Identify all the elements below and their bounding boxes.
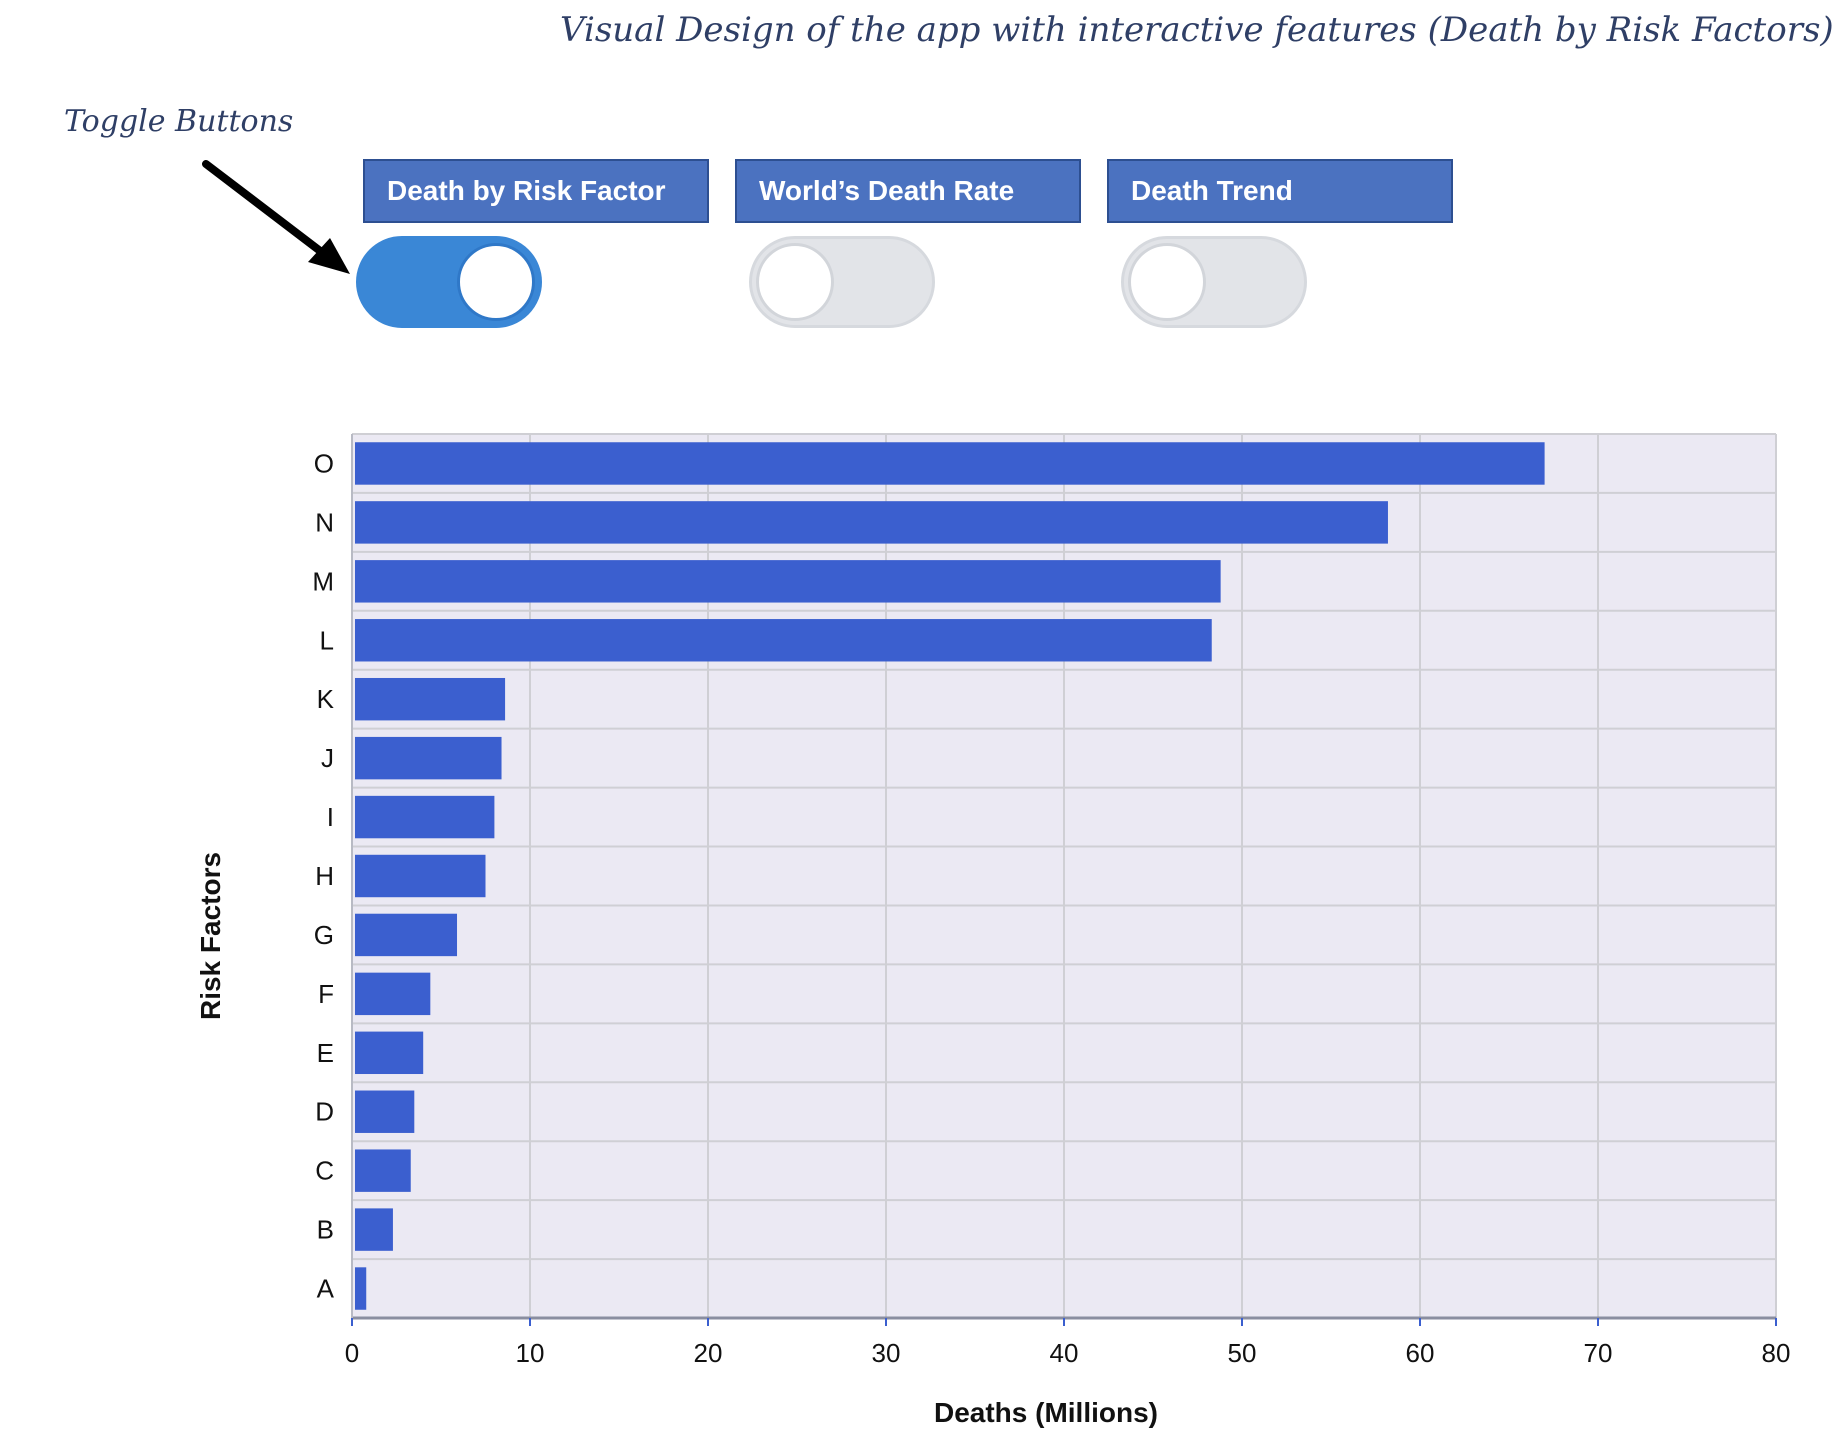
y-tick-label: N — [315, 507, 334, 537]
toggle-death-by-risk-factor[interactable] — [356, 236, 542, 328]
bar-D[interactable] — [355, 1090, 415, 1133]
y-axis-title: Risk Factors — [195, 852, 226, 1020]
x-tick-label: 40 — [1050, 1338, 1079, 1368]
y-tick-label: F — [318, 979, 334, 1009]
bar-I[interactable] — [355, 795, 495, 839]
page-title: Visual Design of the app with interactiv… — [560, 10, 1834, 50]
toggle-worlds-death-rate[interactable] — [749, 236, 935, 328]
x-tick-label: 60 — [1406, 1338, 1435, 1368]
y-tick-label: B — [317, 1215, 334, 1245]
x-axis-title: Deaths (Millions) — [934, 1397, 1158, 1428]
x-tick-label: 30 — [872, 1338, 901, 1368]
y-tick-label: D — [315, 1097, 334, 1127]
y-tick-label: A — [317, 1274, 335, 1304]
bar-N[interactable] — [355, 501, 1388, 544]
x-tick-label: 20 — [694, 1338, 723, 1368]
toggle-death-trend[interactable] — [1121, 236, 1307, 328]
tab-death-trend[interactable]: Death Trend — [1107, 159, 1453, 223]
bar-A[interactable] — [355, 1267, 367, 1310]
y-tick-label: O — [314, 448, 334, 478]
bar-G[interactable] — [355, 913, 458, 957]
bar-F[interactable] — [355, 972, 431, 1016]
y-tick-label: H — [315, 861, 334, 891]
bar-B[interactable] — [355, 1208, 393, 1251]
toggle-buttons-annotation: Toggle Buttons — [64, 104, 294, 139]
tab-worlds-death-rate[interactable]: World’s Death Rate — [735, 159, 1081, 223]
tab-death-by-risk-factor[interactable]: Death by Risk Factor — [363, 159, 709, 223]
y-tick-label: J — [321, 743, 334, 773]
x-tick-label: 80 — [1762, 1338, 1791, 1368]
y-tick-label: L — [320, 625, 334, 655]
x-tick-label: 0 — [345, 1338, 359, 1368]
x-tick-label: 10 — [516, 1338, 545, 1368]
toggle-knob — [756, 243, 834, 321]
arrow-icon — [202, 160, 350, 274]
bar-H[interactable] — [355, 854, 486, 898]
y-tick-label: M — [312, 566, 334, 596]
bar-O[interactable] — [355, 442, 1545, 485]
y-tick-label: G — [314, 920, 334, 950]
bar-C[interactable] — [355, 1149, 411, 1192]
y-tick-label: C — [315, 1156, 334, 1186]
bar-J[interactable] — [355, 736, 502, 780]
toggle-knob — [1128, 243, 1206, 321]
y-tick-label: K — [317, 684, 335, 714]
bar-E[interactable] — [355, 1031, 424, 1075]
toggle-knob — [457, 243, 535, 321]
x-tick-label: 50 — [1228, 1338, 1257, 1368]
y-tick-label: E — [317, 1038, 334, 1068]
bar-K[interactable] — [355, 677, 506, 721]
y-tick-label: I — [327, 802, 334, 832]
bar-L[interactable] — [355, 619, 1212, 662]
x-tick-label: 70 — [1584, 1338, 1613, 1368]
bar-M[interactable] — [355, 560, 1221, 603]
